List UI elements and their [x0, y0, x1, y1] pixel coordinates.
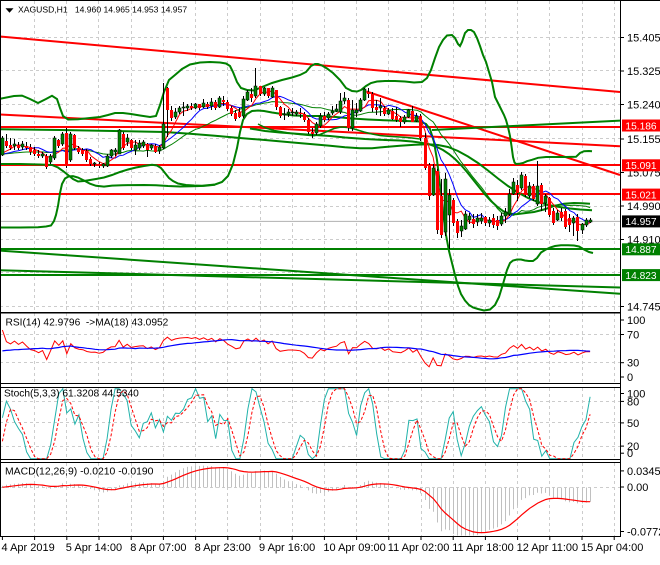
svg-text:15.405: 15.405 — [627, 33, 660, 45]
svg-text:8 Apr 07:00: 8 Apr 07:00 — [130, 542, 186, 554]
svg-text:15 Apr 04:00: 15 Apr 04:00 — [581, 542, 643, 554]
svg-text:MACD(12,26,9) -0.0210 -0.0190: MACD(12,26,9) -0.0210 -0.0190 — [5, 467, 154, 478]
svg-text:15.240: 15.240 — [627, 100, 660, 112]
svg-text:15.021: 15.021 — [625, 190, 656, 201]
svg-text:50: 50 — [627, 418, 639, 430]
svg-text:30: 30 — [627, 358, 639, 370]
svg-text:10 Apr 09:00: 10 Apr 09:00 — [323, 542, 385, 554]
svg-text:70: 70 — [627, 330, 639, 342]
svg-text:4 Apr 2019: 4 Apr 2019 — [2, 542, 55, 554]
svg-text:0: 0 — [627, 372, 633, 384]
svg-text:0.00: 0.00 — [627, 482, 648, 494]
svg-text:14.823: 14.823 — [625, 271, 656, 282]
svg-text:5 Apr 14:00: 5 Apr 14:00 — [66, 542, 122, 554]
svg-text:15.325: 15.325 — [627, 66, 660, 78]
svg-text:9 Apr 16:00: 9 Apr 16:00 — [259, 542, 315, 554]
svg-text:100: 100 — [627, 315, 645, 327]
svg-text:14.957: 14.957 — [625, 217, 656, 228]
svg-text:14.887: 14.887 — [625, 245, 656, 256]
svg-text:-0.0772: -0.0772 — [627, 527, 660, 539]
svg-text:14.990: 14.990 — [627, 201, 660, 213]
svg-text:80: 80 — [627, 396, 639, 408]
svg-text:14.745: 14.745 — [627, 302, 660, 314]
svg-text:15.091: 15.091 — [625, 161, 656, 172]
svg-text:0.0345: 0.0345 — [627, 466, 660, 478]
svg-text:15.155: 15.155 — [627, 134, 660, 146]
svg-text:Stoch(5,3,3) 61.3208 44.5340: Stoch(5,3,3) 61.3208 44.5340 — [4, 389, 139, 400]
svg-text:11 Apr 02:00: 11 Apr 02:00 — [388, 542, 450, 554]
svg-text:XAGUSD,H1 14.960 14.965 14.9: XAGUSD,H1 14.960 14.965 14.953 14.957 — [18, 5, 187, 15]
svg-text:0: 0 — [627, 448, 633, 460]
svg-text:15.186: 15.186 — [625, 121, 656, 132]
svg-text:8 Apr 23:00: 8 Apr 23:00 — [195, 542, 251, 554]
svg-text:RSI(14) 42.9796 ->MA(18) 43.0: RSI(14) 42.9796 ->MA(18) 43.0952 — [6, 318, 169, 329]
svg-text:20: 20 — [627, 441, 639, 453]
svg-text:11 Apr 18:00: 11 Apr 18:00 — [452, 542, 514, 554]
svg-text:12 Apr 11:00: 12 Apr 11:00 — [517, 542, 579, 554]
svg-text:100: 100 — [627, 389, 645, 401]
